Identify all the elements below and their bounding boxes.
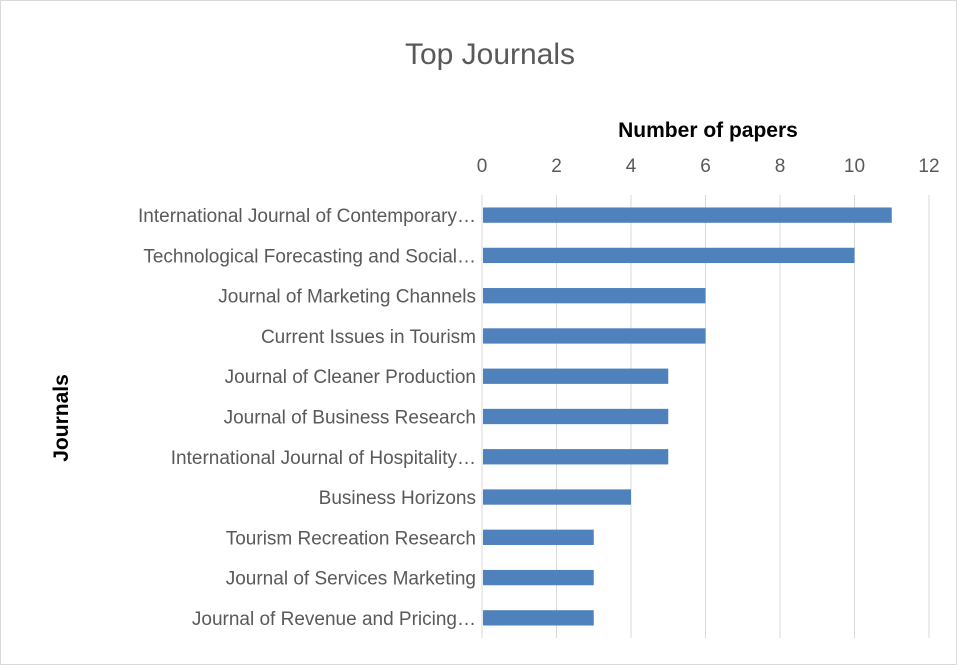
x-tick-label-5: 10: [844, 156, 865, 177]
category-label-6: International Journal of Hospitality…: [171, 448, 476, 469]
bar-0: [483, 207, 892, 223]
bar-1: [483, 247, 855, 264]
x-axis-title: Number of papers: [618, 119, 798, 142]
bar-5: [483, 408, 669, 425]
bar-8: [483, 529, 594, 545]
bar-10: [483, 610, 594, 626]
y-axis-title: Journals: [50, 374, 73, 462]
bar-9: [483, 569, 594, 586]
category-label-4: Journal of Cleaner Production: [225, 367, 476, 388]
category-label-9: Journal of Services Marketing: [226, 569, 476, 590]
category-label-3: Current Issues in Tourism: [261, 327, 476, 348]
bar-2: [483, 288, 706, 304]
x-tick-label-1: 2: [551, 156, 562, 177]
bars: [483, 207, 892, 626]
category-label-1: Technological Forecasting and Social…: [143, 246, 476, 267]
category-labels: International Journal of Contemporary… Te…: [138, 206, 476, 630]
x-tick-labels: 0 2 4 6 8 10 12: [477, 156, 940, 177]
x-tick-label-0: 0: [477, 156, 488, 177]
category-label-0: International Journal of Contemporary…: [138, 206, 476, 227]
x-tick-label-4: 8: [775, 156, 786, 177]
category-label-7: Business Horizons: [319, 488, 476, 509]
x-tick-label-6: 12: [918, 156, 939, 177]
category-label-2: Journal of Marketing Channels: [218, 287, 476, 308]
chart-title: Top Journals: [405, 38, 575, 71]
category-label-8: Tourism Recreation Research: [226, 528, 476, 549]
x-tick-label-2: 4: [626, 156, 637, 177]
bar-7: [483, 489, 631, 505]
category-label-5: Journal of Business Research: [224, 408, 476, 429]
bar-4: [483, 368, 669, 384]
x-tick-label-3: 6: [700, 156, 711, 177]
bar-6: [483, 449, 669, 465]
bar-3: [483, 328, 706, 344]
category-label-10: Journal of Revenue and Pricing…: [192, 609, 476, 630]
